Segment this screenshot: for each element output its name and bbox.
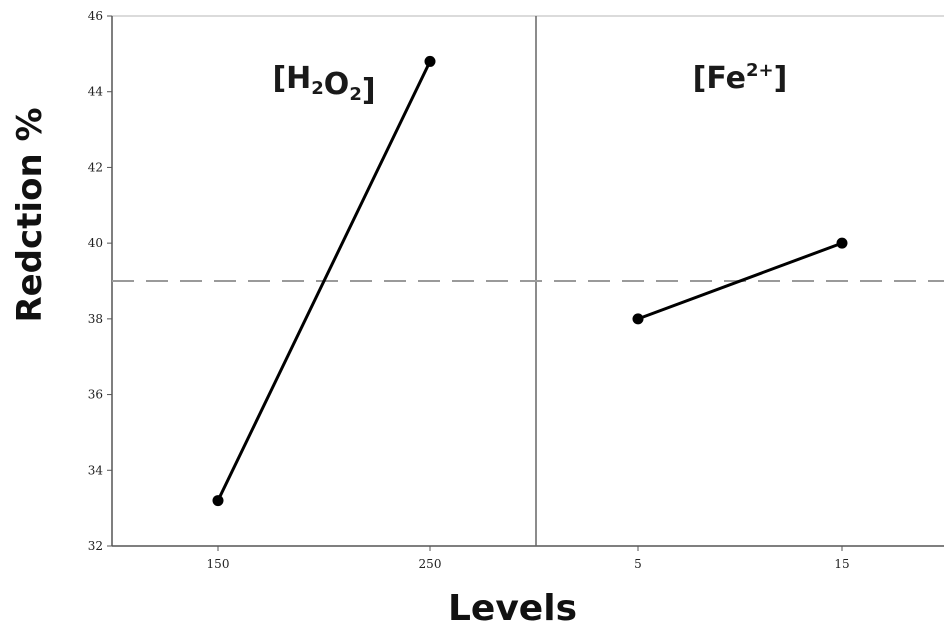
y-tick-label: 32 <box>88 539 103 553</box>
data-point <box>632 313 644 325</box>
x-axis-label: Levels <box>447 588 577 629</box>
data-point <box>836 237 848 249</box>
y-tick-label: 36 <box>88 388 103 402</box>
y-tick-label: 40 <box>88 236 103 250</box>
series-line-panel-1 <box>216 60 432 502</box>
series-line-panel-2 <box>637 241 843 321</box>
x-tick-label: 5 <box>634 557 642 571</box>
y-tick-label: 46 <box>88 9 103 23</box>
x-tick-label: 250 <box>419 557 442 571</box>
y-tick-label: 34 <box>88 463 104 477</box>
panel-title-1: [H2O2] <box>272 61 375 108</box>
x-tick-label: 15 <box>834 557 849 571</box>
data-point <box>424 55 436 67</box>
data-point <box>212 495 224 507</box>
panel-title-2: [Fe2+] <box>693 60 788 96</box>
y-tick-label: 42 <box>88 160 103 174</box>
y-tick-label: 44 <box>88 85 104 99</box>
y-tick-label: 38 <box>88 312 103 326</box>
x-tick-label: 150 <box>207 557 230 571</box>
y-axis-label: Redction % <box>10 107 50 323</box>
